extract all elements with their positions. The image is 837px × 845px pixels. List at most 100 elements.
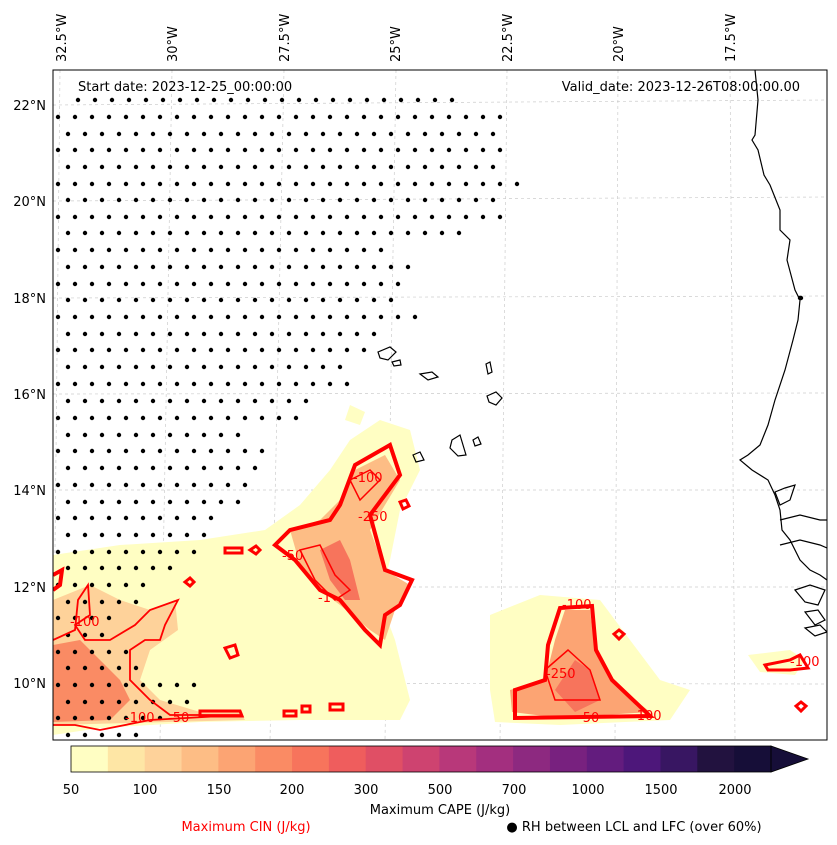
rh-dot — [174, 682, 180, 688]
rh-dot — [65, 131, 71, 137]
rh-dot — [303, 364, 309, 370]
coast-detail-1 — [774, 484, 796, 506]
rh-dot — [235, 297, 241, 303]
colorbar-segment — [365, 746, 404, 772]
contour-label: -1 — [318, 591, 331, 606]
colorbar-segment — [697, 746, 735, 772]
rh-dot — [310, 381, 316, 387]
rh-dot — [184, 499, 190, 505]
cin-contour-east-inner — [544, 648, 602, 701]
rh-dot — [133, 565, 139, 571]
rh-dot — [65, 465, 71, 471]
rh-dot — [201, 499, 207, 505]
rh-dot — [218, 197, 224, 203]
rh-dot — [55, 482, 61, 488]
rh-dot — [337, 297, 343, 303]
rh-dot — [174, 281, 180, 287]
rh-dot — [364, 97, 370, 103]
rh-dot — [65, 599, 71, 605]
rh-dot — [235, 197, 241, 203]
rh-dot — [82, 699, 88, 705]
rh-dot — [89, 314, 95, 320]
cape-region-small — [345, 405, 365, 425]
rh-dot — [143, 97, 149, 103]
rh-dot — [412, 214, 418, 220]
cin-contour-blob-9 — [397, 498, 412, 512]
rh-dot — [157, 347, 163, 353]
rh-dot — [252, 164, 258, 170]
rh-dot — [55, 649, 61, 655]
rh-dot — [133, 699, 139, 705]
rh-dot — [208, 147, 214, 153]
colorbar-tick: 300 — [354, 783, 379, 798]
rh-dot — [361, 347, 367, 353]
rh-dot — [259, 214, 265, 220]
rh-dot — [320, 197, 326, 203]
rh-dot — [99, 599, 105, 605]
rh-dot — [184, 432, 190, 438]
contour-label: -100 — [353, 471, 383, 486]
rh-dot — [320, 131, 326, 137]
rh-dot — [116, 131, 122, 137]
africa-coastline — [738, 70, 827, 581]
rh-dot — [157, 181, 163, 187]
rh-dot — [201, 164, 207, 170]
rh-dot — [354, 230, 360, 236]
rh-dot — [235, 264, 241, 270]
rh-dot — [497, 147, 503, 153]
rh-dot — [225, 147, 231, 153]
rh-dot — [286, 264, 292, 270]
rh-dot — [89, 515, 95, 521]
rh-dot — [337, 131, 343, 137]
rh-dot — [157, 415, 163, 421]
rh-dot — [449, 97, 455, 103]
rh-dot — [123, 347, 129, 353]
colorbar-tick: 500 — [428, 783, 453, 798]
rh-dot — [191, 347, 197, 353]
rh-dot — [286, 131, 292, 137]
rh-dot — [262, 97, 268, 103]
rh-dot — [89, 381, 95, 387]
rh-dot — [191, 515, 197, 521]
contour-label: -100 — [562, 598, 592, 613]
rh-dot — [201, 131, 207, 137]
rh-dot — [303, 264, 309, 270]
rh-dot — [371, 197, 377, 203]
rh-dot — [303, 230, 309, 236]
rh-dot — [82, 164, 88, 170]
rh-dot — [208, 114, 214, 120]
rh-dot — [354, 331, 360, 337]
rh-dot — [123, 682, 129, 688]
coast-detail-6 — [803, 624, 827, 637]
rh-dot — [99, 732, 105, 738]
rh-dot — [439, 230, 445, 236]
rh-dot — [65, 432, 71, 438]
latitude-ticks: 22°N 20°N 18°N 16°N 14°N 12°N 10°N — [13, 99, 46, 692]
rh-dot — [208, 281, 214, 287]
rh-dot — [320, 297, 326, 303]
rh-dot — [140, 181, 146, 187]
cin-contour-blob-10 — [611, 628, 627, 642]
rh-dot — [225, 214, 231, 220]
rh-dot — [429, 114, 435, 120]
rh-dot — [167, 331, 173, 337]
rh-dot — [123, 314, 129, 320]
rh-dot — [405, 230, 411, 236]
rh-dot — [405, 131, 411, 137]
rh-dot — [116, 331, 122, 337]
rh-dot — [303, 131, 309, 137]
cin-contour-blob-1 — [223, 546, 244, 555]
rh-dot — [140, 448, 146, 454]
rh-dot — [99, 364, 105, 370]
rh-dot — [378, 181, 384, 187]
rh-dot — [252, 297, 258, 303]
rh-dot — [123, 582, 129, 588]
rh-dot — [276, 114, 282, 120]
rh-dot — [235, 164, 241, 170]
rh-dot — [174, 515, 180, 521]
rh-dot — [140, 515, 146, 521]
rh-dot — [473, 131, 479, 137]
rh-dot — [174, 381, 180, 387]
rh-dot — [106, 482, 112, 488]
